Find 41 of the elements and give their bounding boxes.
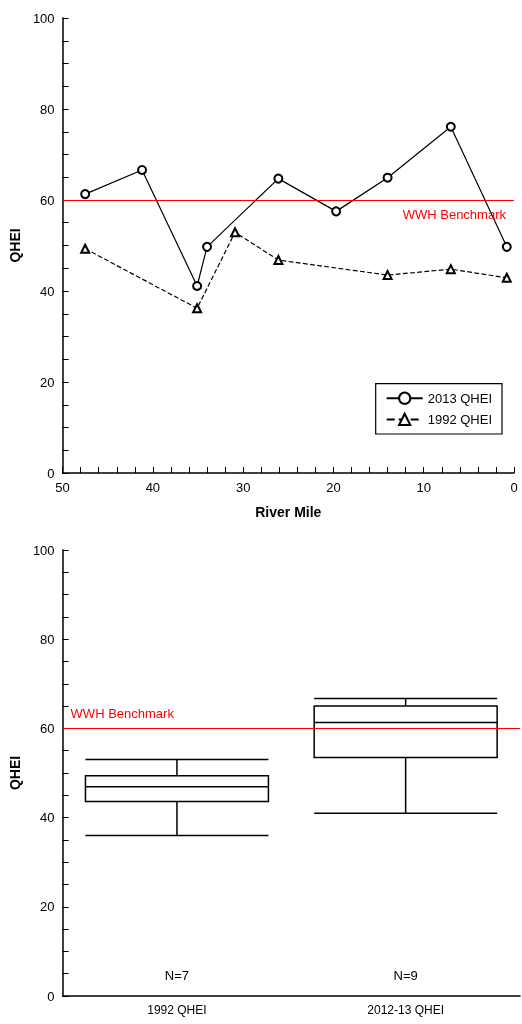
y-tick-label: 0 — [47, 988, 55, 1004]
y-tick-label: 80 — [40, 101, 55, 117]
point — [445, 264, 456, 275]
y-axis-title: QHEI — [7, 755, 23, 791]
x-tick-label: 40 — [145, 480, 161, 495]
y-tick-label: 0 — [47, 465, 55, 481]
annotation: N=9 — [393, 968, 418, 983]
x-tick-label: 20 — [326, 480, 341, 495]
point — [202, 241, 213, 252]
x-tick-label: 10 — [416, 480, 431, 495]
ref-line-label: WWH Benchmark — [70, 706, 175, 722]
point — [80, 243, 91, 254]
y-axis-title: QHEI — [7, 228, 23, 263]
point — [273, 173, 284, 184]
legend-label: 1992 QHEI — [427, 411, 493, 427]
point — [80, 189, 91, 200]
point — [230, 227, 241, 238]
y-tick-label: 20 — [40, 374, 55, 390]
y-tick-label: 40 — [40, 283, 55, 299]
y-tick-label: 60 — [40, 720, 55, 736]
point — [192, 303, 203, 314]
point — [331, 206, 342, 217]
annotation: N=7 — [164, 968, 190, 983]
y-tick-label: 40 — [40, 810, 55, 826]
legend-label: 2013 QHEI — [427, 390, 493, 406]
y-tick-label: 60 — [40, 192, 55, 208]
point — [445, 121, 456, 132]
point — [501, 241, 512, 252]
y-tick-label: 20 — [40, 899, 55, 915]
y-tick-label: 100 — [32, 10, 55, 26]
point — [382, 172, 393, 183]
x-tick-label: 30 — [235, 480, 251, 495]
x-axis-title: River Mile — [255, 504, 322, 520]
x-tick-label: 50 — [55, 480, 70, 495]
x-tick-label: 0 — [510, 480, 518, 495]
point — [501, 272, 512, 283]
y-tick-label: 100 — [32, 542, 55, 558]
point — [137, 164, 148, 175]
point — [192, 281, 203, 291]
x-tick-label: 2012-13 QHEI — [367, 1003, 445, 1017]
y-tick-label: 80 — [40, 631, 55, 647]
